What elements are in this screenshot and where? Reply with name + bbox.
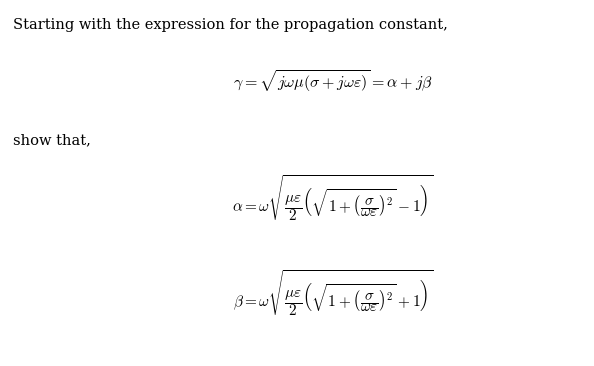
Text: $\alpha = \omega\sqrt{\dfrac{\mu\varepsilon}{2}\left(\sqrt{1+\left(\dfrac{\sigma: $\alpha = \omega\sqrt{\dfrac{\mu\varepsi… [232, 173, 433, 223]
Text: show that,: show that, [13, 134, 91, 147]
Text: Starting with the expression for the propagation constant,: Starting with the expression for the pro… [13, 18, 448, 32]
Text: $\beta = \omega\sqrt{\dfrac{\mu\varepsilon}{2}\left(\sqrt{1+\left(\dfrac{\sigma}: $\beta = \omega\sqrt{\dfrac{\mu\varepsil… [233, 268, 432, 318]
Text: $\gamma = \sqrt{j\omega\mu(\sigma + j\omega\varepsilon)} = \alpha + j\beta$: $\gamma = \sqrt{j\omega\mu(\sigma + j\om… [233, 69, 432, 96]
